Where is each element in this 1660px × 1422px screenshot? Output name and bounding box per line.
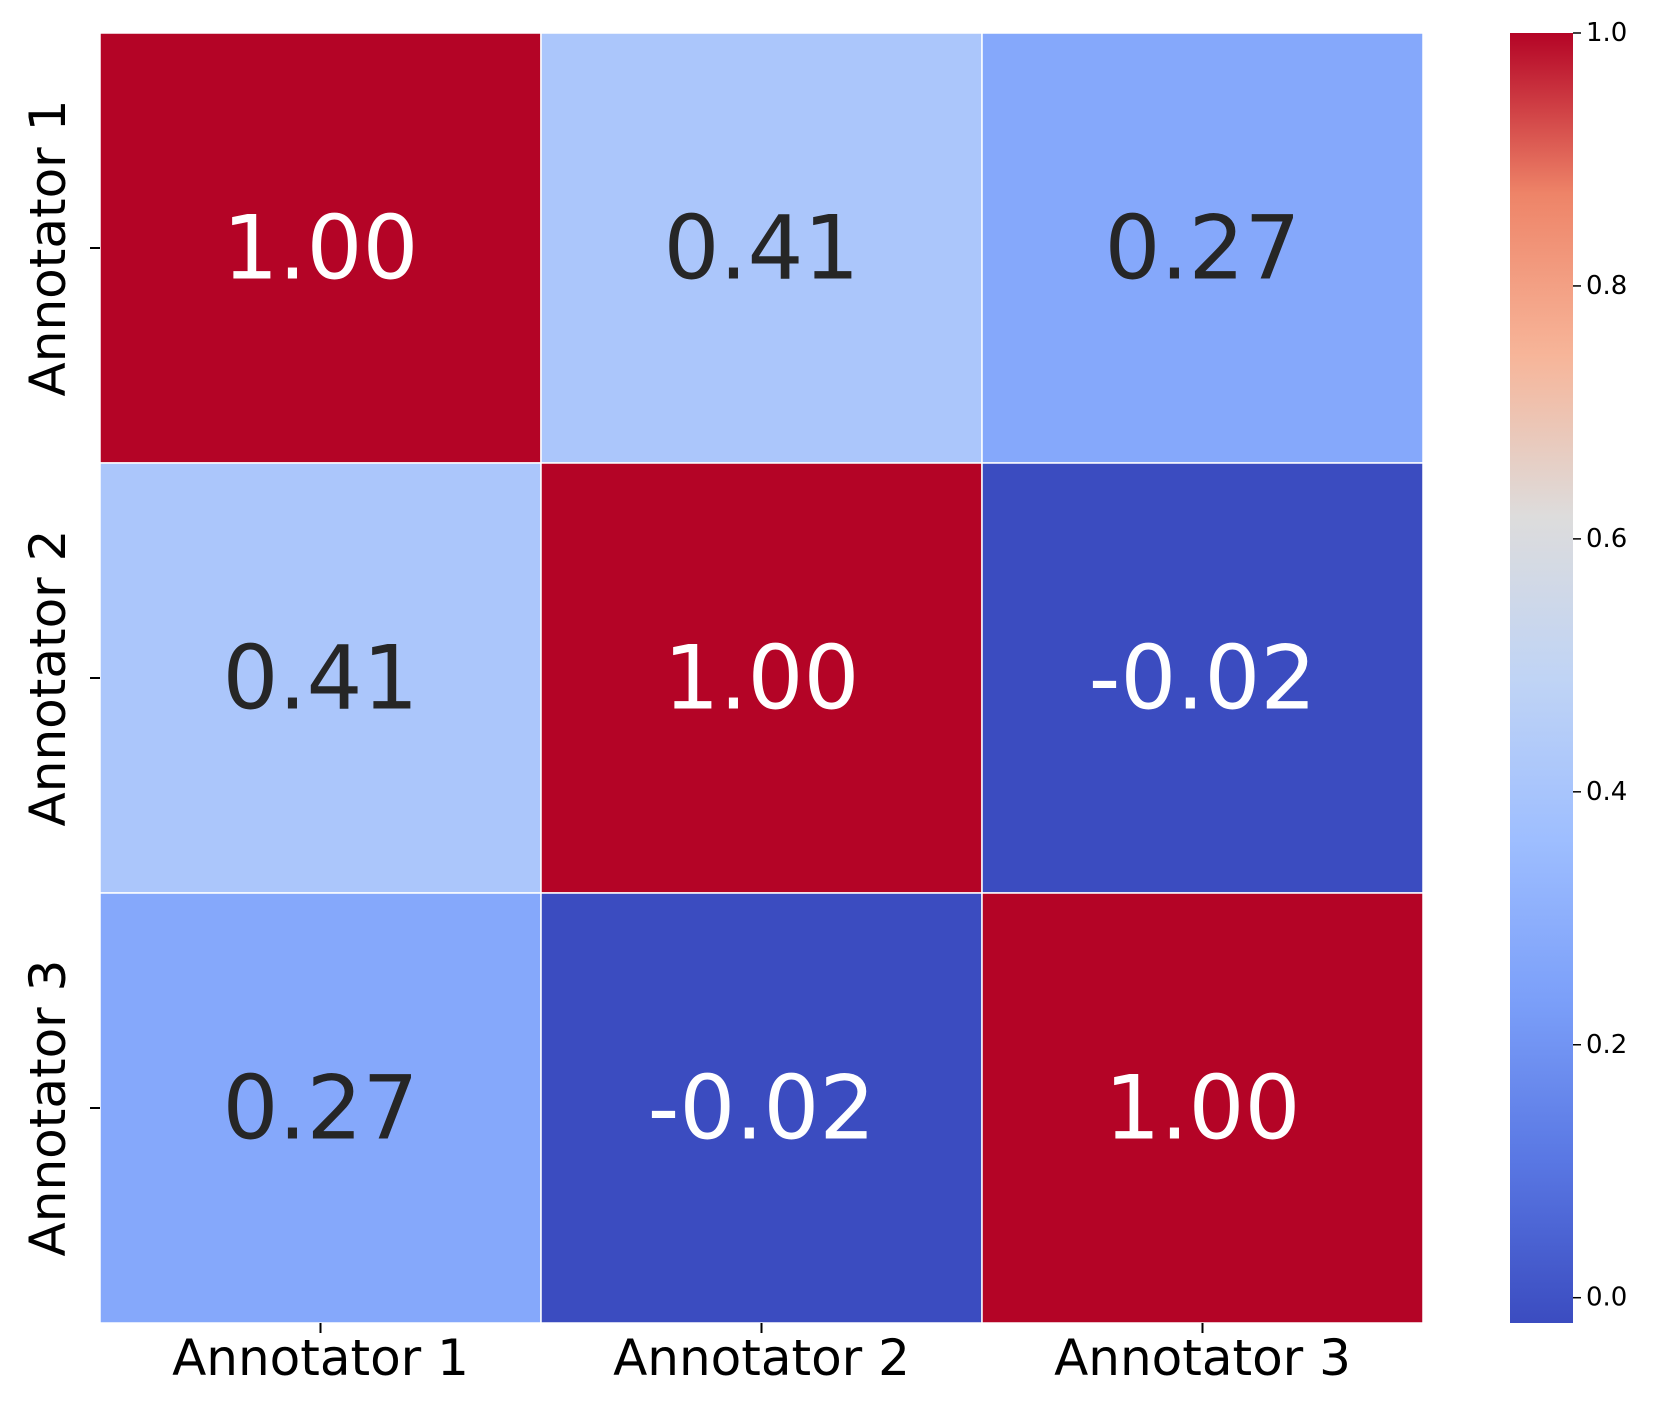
y-tick-label: Annotator 1 [19,100,77,397]
colorbar: 0.0 0.2 0.4 0.6 0.8 1.0 [1510,18,1627,1323]
cell-value-label: 0.27 [223,1057,419,1160]
heatmap-cell [981,32,1424,464]
heatmap-cell [540,32,983,464]
x-tick-label: Annotator 2 [613,1329,910,1387]
colorbar-tick-label: 0.4 [1586,777,1627,807]
colorbar-tick-label: 0.2 [1586,1030,1627,1060]
heatmap-cell [540,462,983,894]
colorbar-tick-label: 1.0 [1586,18,1627,48]
cell-value-label: 1.00 [1105,1057,1301,1160]
y-axis: Annotator 1 Annotator 2 Annotator 3 [19,100,100,1257]
y-tick-label: Annotator 3 [19,960,77,1257]
heatmap-cell [981,462,1424,894]
heatmap-cells [99,32,1424,1324]
cell-value-label: 1.00 [664,627,860,730]
x-axis: Annotator 1 Annotator 2 Annotator 3 [172,1323,1351,1387]
colorbar-tick-label: 0.0 [1586,1283,1627,1313]
y-tick-label: Annotator 2 [19,530,77,827]
heatmap-cell [99,892,542,1324]
heatmap-cell [540,892,983,1324]
x-tick-label: Annotator 1 [172,1329,469,1387]
heatmap-cell [99,32,542,464]
colorbar-ticks: 0.0 0.2 0.4 0.6 0.8 1.0 [1573,18,1627,1313]
colorbar-tick-label: 0.8 [1586,271,1627,301]
cell-value-label: -0.02 [648,1057,876,1160]
cell-value-label: 0.41 [664,197,860,300]
cell-value-label: 0.27 [1105,197,1301,300]
x-tick-label: Annotator 3 [1054,1329,1351,1387]
heatmap-cell-labels: 1.00 0.41 0.27 0.41 1.00 -0.02 0.27 -0.02 1.00 [223,197,1317,1160]
colorbar-tick-label: 0.6 [1586,524,1627,554]
cell-value-label: -0.02 [1089,627,1317,730]
cell-value-label: 1.00 [223,197,419,300]
colorbar-gradient [1510,33,1573,1323]
cell-value-label: 0.41 [223,627,419,730]
heatmap-cell [99,462,542,894]
